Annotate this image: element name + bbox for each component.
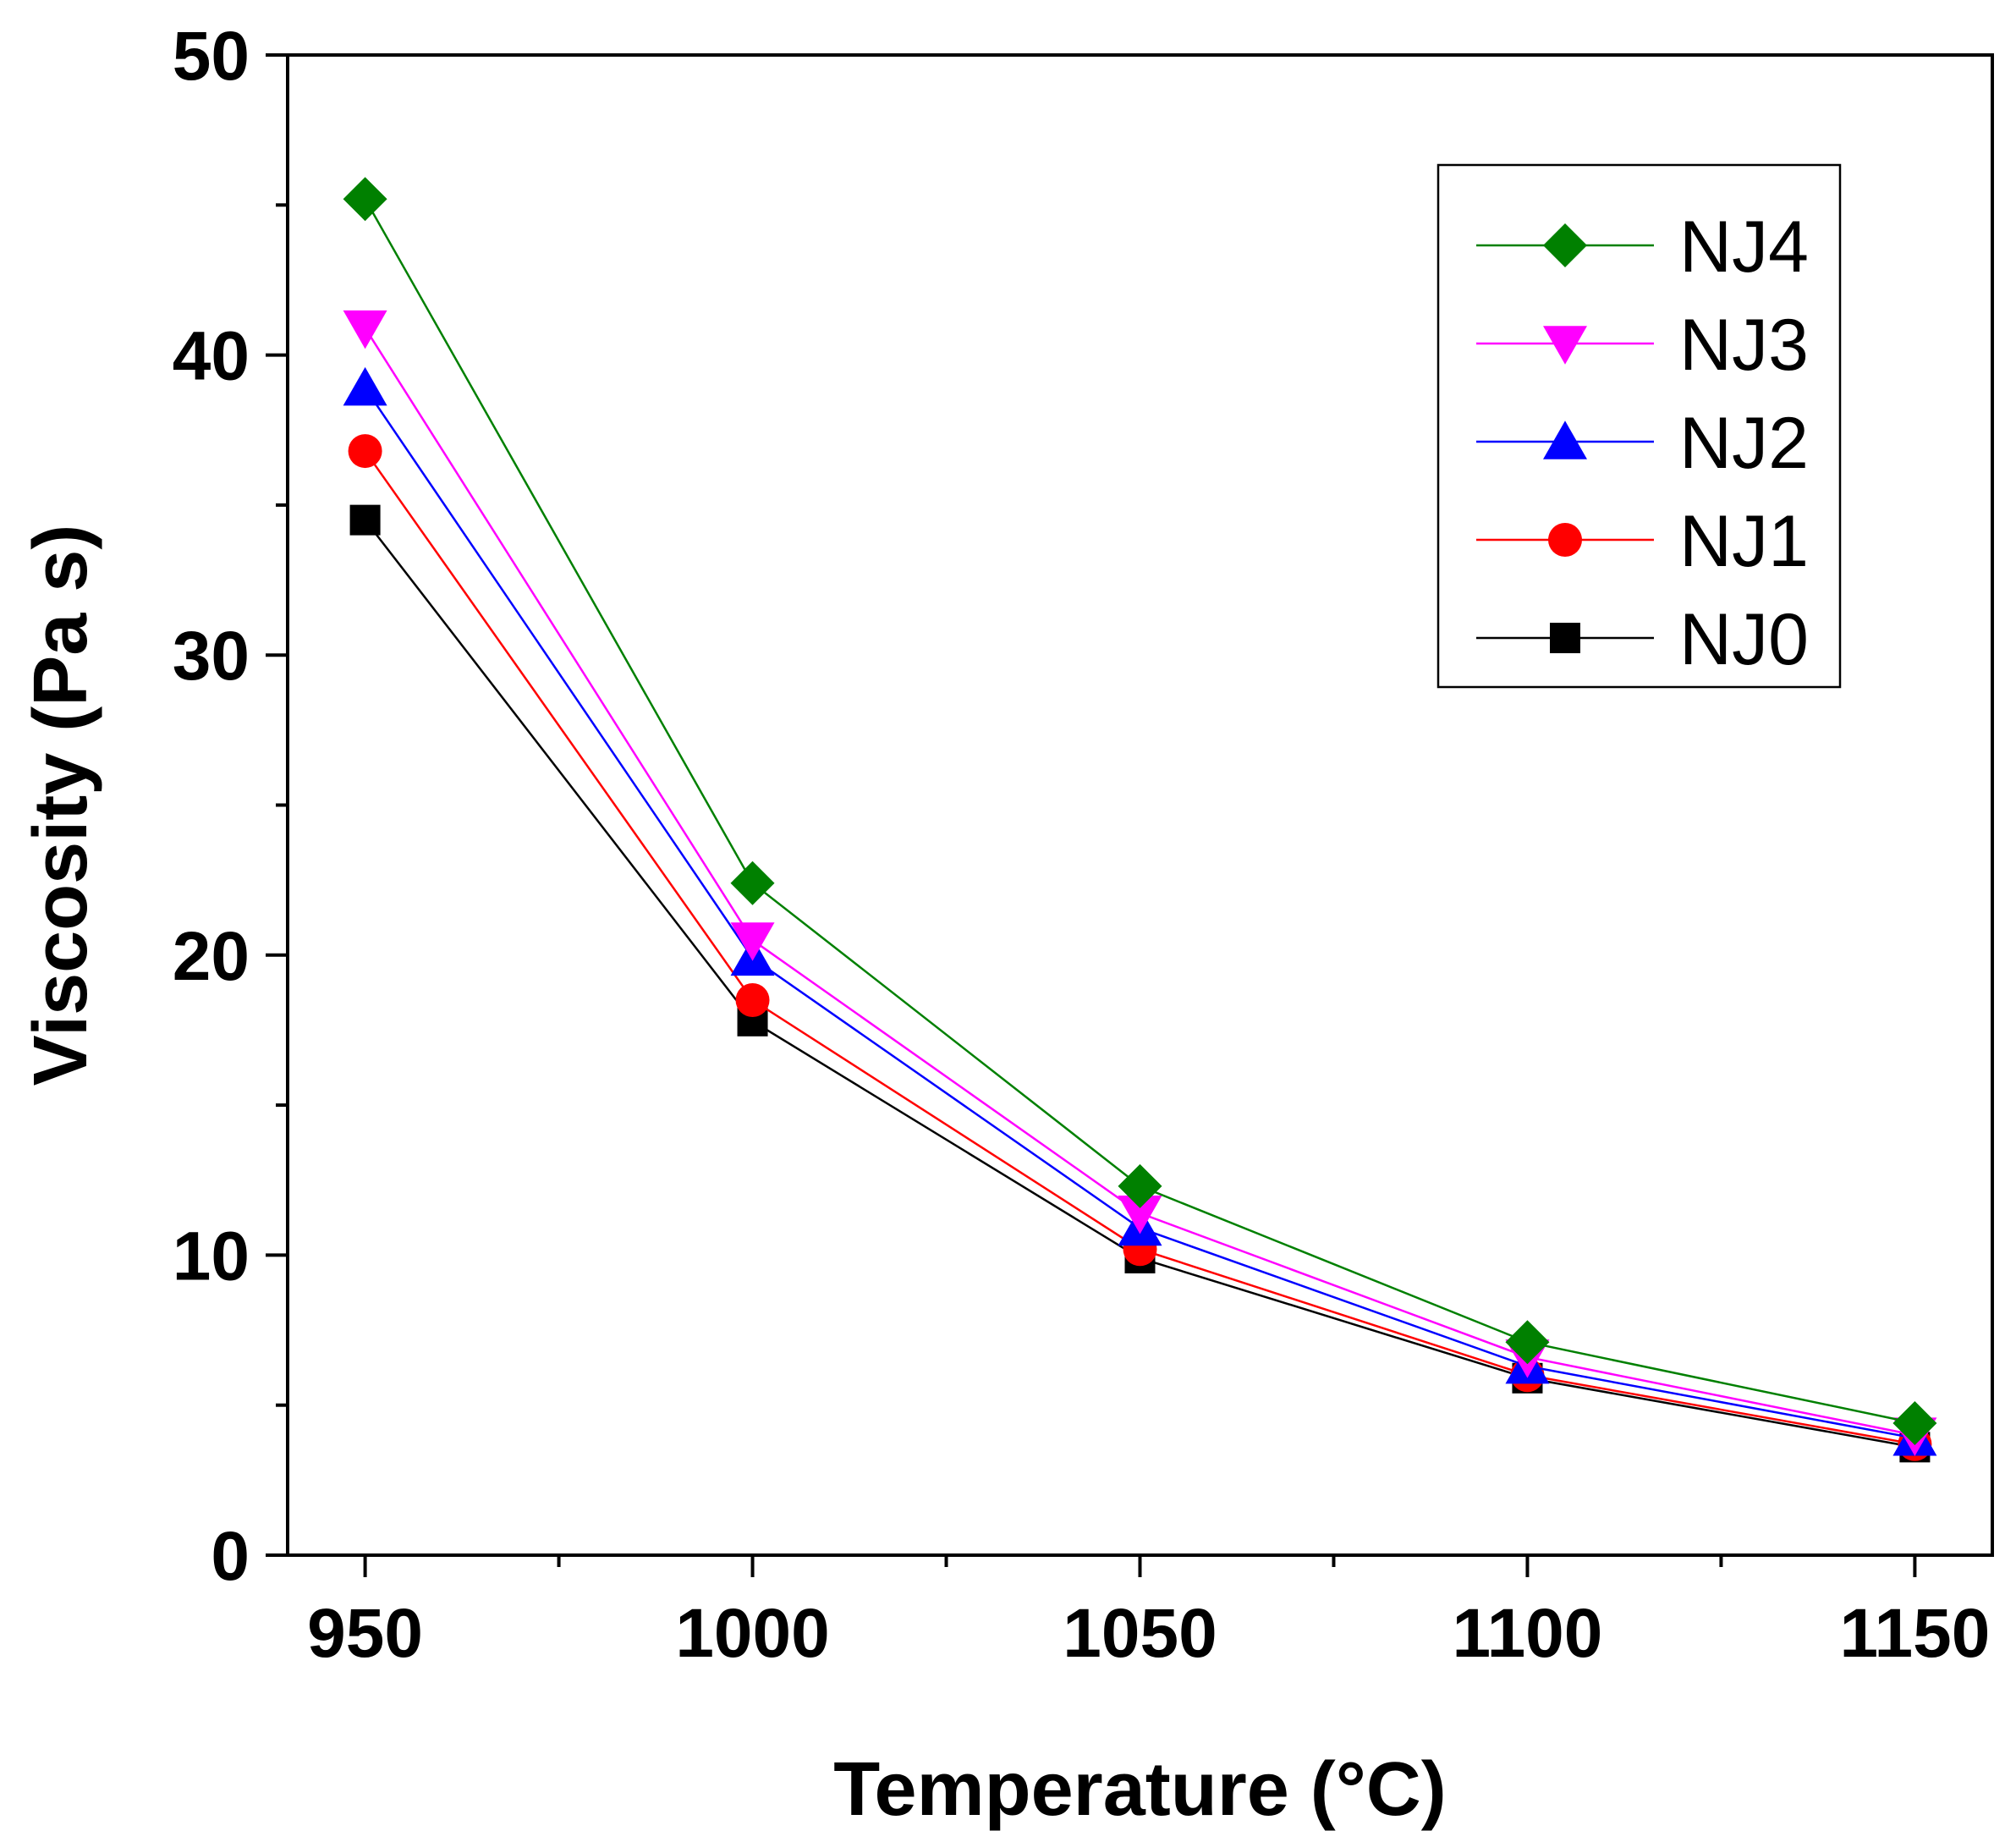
legend-item-nj2: NJ2 — [1476, 403, 1809, 484]
x-tick-label: 1150 — [1839, 1595, 1990, 1672]
legend-label-nj1: NJ1 — [1679, 501, 1809, 582]
data-point-nj2 — [343, 366, 387, 406]
data-point-nj4 — [730, 861, 775, 905]
legend-item-nj3: NJ3 — [1476, 305, 1809, 386]
legend-item-nj0: NJ0 — [1476, 599, 1809, 680]
x-tick-label: 1000 — [675, 1595, 829, 1672]
data-point-nj0 — [349, 504, 381, 536]
x-tick-label: 950 — [307, 1595, 423, 1672]
legend-marker-nj2 — [1543, 421, 1587, 459]
legend-marker-nj3 — [1543, 326, 1587, 365]
legend-label-nj2: NJ2 — [1679, 403, 1809, 484]
data-point-nj4 — [343, 177, 387, 222]
legend-label-nj4: NJ4 — [1679, 206, 1809, 288]
x-tick-label: 1050 — [1063, 1595, 1217, 1672]
legend-marker-nj1 — [1548, 523, 1582, 557]
data-point-nj4 — [1892, 1400, 1937, 1445]
data-point-nj4 — [1505, 1320, 1550, 1365]
x-axis-title: Temperature (°C) — [833, 1747, 1446, 1831]
legend-label-nj0: NJ0 — [1679, 599, 1809, 680]
axis-layer: 950 1000 1050 1100 1150 0 10 20 30 40 50 — [173, 18, 1991, 1672]
series-layer — [343, 177, 1937, 1463]
legend-box — [1436, 163, 1842, 689]
y-tick-label: 40 — [173, 318, 250, 395]
legend-marker-nj4 — [1543, 223, 1587, 267]
x-tick-label: 1100 — [1453, 1595, 1603, 1672]
legend: NJ4 NJ3 NJ2 NJ1 NJ0 — [1436, 163, 1842, 689]
legend-label-nj3: NJ3 — [1679, 305, 1809, 386]
data-point-nj3 — [730, 922, 775, 961]
y-tick-label: 0 — [211, 1518, 250, 1595]
y-axis-title: Viscosity (Pa s) — [19, 525, 103, 1086]
data-point-nj4 — [1118, 1163, 1162, 1208]
legend-item-nj1: NJ1 — [1476, 501, 1809, 582]
data-point-nj1 — [735, 982, 770, 1017]
legend-item-nj4: NJ4 — [1476, 206, 1809, 288]
y-tick-label: 10 — [173, 1218, 250, 1295]
y-tick-label: 50 — [173, 18, 250, 95]
data-point-nj3 — [1118, 1195, 1162, 1234]
data-point-nj3 — [343, 310, 387, 349]
data-point-nj1 — [348, 434, 382, 469]
y-tick-label: 20 — [173, 918, 250, 995]
y-tick-label: 30 — [173, 618, 250, 695]
series-nj4 — [343, 177, 1937, 1445]
legend-marker-nj0 — [1550, 623, 1580, 653]
